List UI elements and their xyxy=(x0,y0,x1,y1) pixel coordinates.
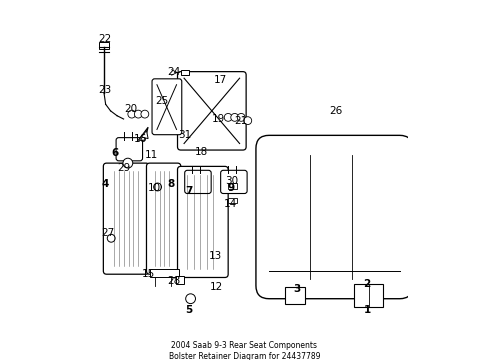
Text: 16: 16 xyxy=(133,134,146,144)
Circle shape xyxy=(107,234,115,242)
Circle shape xyxy=(230,113,238,121)
Text: 11: 11 xyxy=(144,150,158,160)
Text: 21: 21 xyxy=(234,116,247,126)
Text: 19: 19 xyxy=(211,114,224,124)
Text: 15: 15 xyxy=(141,269,154,279)
FancyBboxPatch shape xyxy=(146,163,181,274)
FancyBboxPatch shape xyxy=(177,166,228,278)
Text: 30: 30 xyxy=(225,176,238,186)
Bar xyxy=(353,284,383,307)
Circle shape xyxy=(237,113,244,121)
Bar xyxy=(176,276,183,284)
Text: 31: 31 xyxy=(178,130,191,140)
FancyBboxPatch shape xyxy=(220,170,246,194)
Circle shape xyxy=(134,110,142,118)
FancyBboxPatch shape xyxy=(152,79,182,135)
Bar xyxy=(149,269,179,278)
Circle shape xyxy=(185,294,195,303)
Text: 12: 12 xyxy=(210,282,223,292)
Bar xyxy=(285,287,305,303)
Circle shape xyxy=(141,110,148,118)
FancyBboxPatch shape xyxy=(184,170,211,194)
Text: 18: 18 xyxy=(194,147,207,157)
Text: 6: 6 xyxy=(112,148,119,158)
Bar xyxy=(99,42,108,49)
Text: 9: 9 xyxy=(227,183,235,193)
Text: 14: 14 xyxy=(224,199,237,209)
Text: 24: 24 xyxy=(167,67,181,77)
Text: 2: 2 xyxy=(363,279,370,289)
Circle shape xyxy=(224,113,232,121)
Circle shape xyxy=(127,110,136,118)
Text: 7: 7 xyxy=(185,186,192,196)
Text: 10: 10 xyxy=(148,183,161,193)
Text: 26: 26 xyxy=(329,106,342,116)
Circle shape xyxy=(244,117,251,125)
Bar xyxy=(227,183,237,189)
Text: 23: 23 xyxy=(98,85,111,95)
Text: 13: 13 xyxy=(208,251,221,261)
Text: 8: 8 xyxy=(167,179,174,189)
Polygon shape xyxy=(138,127,148,140)
Circle shape xyxy=(153,183,161,191)
FancyBboxPatch shape xyxy=(116,138,142,161)
Text: 20: 20 xyxy=(124,104,137,114)
Bar xyxy=(227,198,237,203)
Text: 25: 25 xyxy=(155,96,168,106)
FancyBboxPatch shape xyxy=(177,72,245,150)
Text: 1: 1 xyxy=(363,305,370,315)
Bar xyxy=(181,70,188,75)
Text: 5: 5 xyxy=(185,305,192,315)
Circle shape xyxy=(122,158,132,168)
Text: 2004 Saab 9-3 Rear Seat Components
Bolster Retainer Diagram for 24437789: 2004 Saab 9-3 Rear Seat Components Bolst… xyxy=(168,341,320,360)
Text: 27: 27 xyxy=(102,228,115,238)
Text: 17: 17 xyxy=(213,75,226,85)
Text: 3: 3 xyxy=(292,284,300,294)
Text: 4: 4 xyxy=(101,179,108,189)
FancyBboxPatch shape xyxy=(103,163,149,274)
Text: 22: 22 xyxy=(98,34,111,44)
Text: 28: 28 xyxy=(167,276,181,286)
Polygon shape xyxy=(142,130,148,139)
FancyBboxPatch shape xyxy=(255,135,412,299)
Text: 29: 29 xyxy=(118,163,131,173)
